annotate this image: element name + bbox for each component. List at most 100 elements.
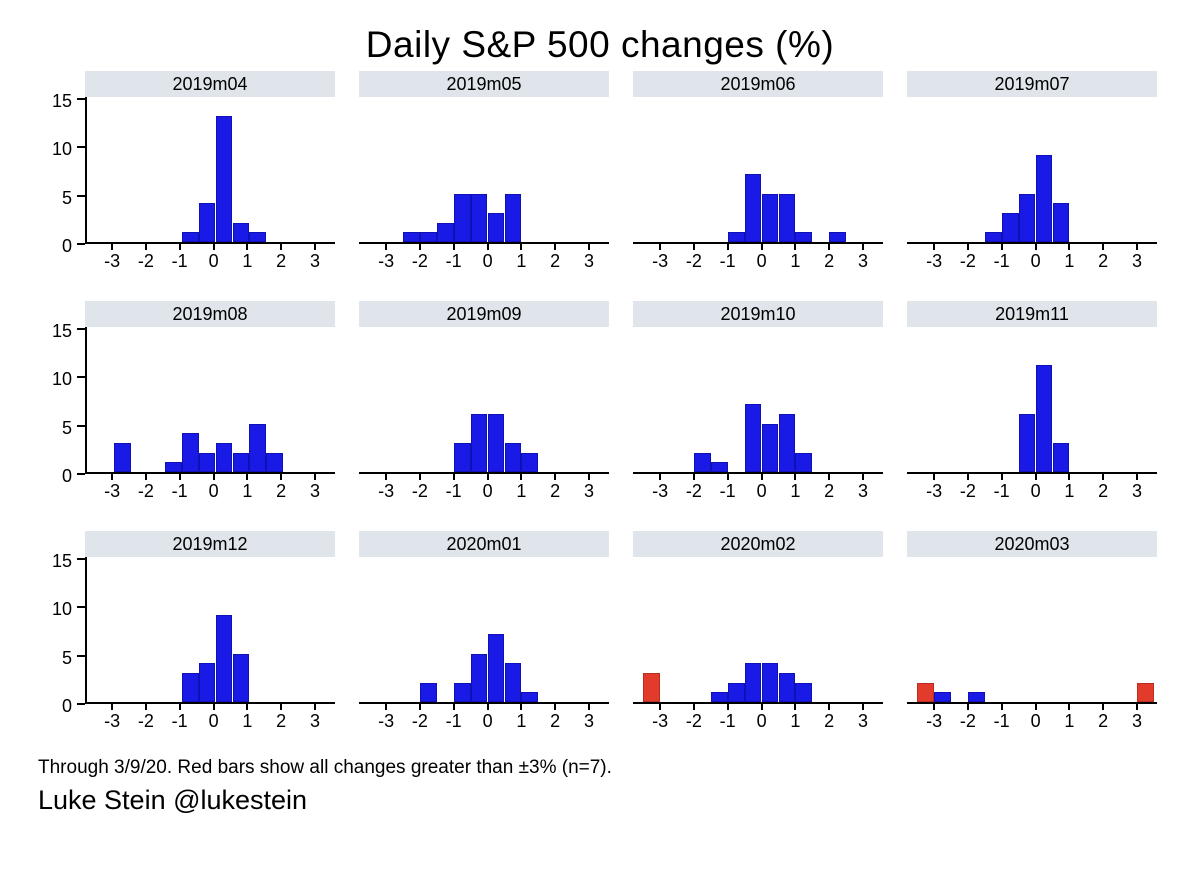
x-tick-label: 2 <box>550 251 561 271</box>
x-tick-label: 0 <box>208 481 219 501</box>
x-tick-label: -2 <box>137 711 154 731</box>
panel-2019m11: 2019m11 -3 -2 -1 0 1 2 3 <box>907 301 1157 506</box>
x-tick-label: -2 <box>959 711 976 731</box>
x-tick-label: 2 <box>1098 481 1109 501</box>
x-tick <box>385 474 388 480</box>
panel-2019m08: 2019m08 -3 -2 -1 0 1 2 3 <box>85 301 335 506</box>
panel-plot <box>633 557 883 704</box>
histogram-bar <box>504 663 522 702</box>
x-tick <box>794 704 797 710</box>
x-tick <box>726 704 729 710</box>
x-tick <box>111 474 114 480</box>
x-tick <box>418 474 421 480</box>
x-tick-label: 0 <box>1030 711 1041 731</box>
x-tick-label: -3 <box>104 481 121 501</box>
panel-plot <box>85 327 335 474</box>
panel-title: 2019m06 <box>633 71 883 97</box>
x-tick-label: 3 <box>583 251 594 271</box>
histogram-bar <box>744 404 762 472</box>
x-tick <box>452 474 455 480</box>
histogram-bar <box>521 692 539 702</box>
x-tick-label: -3 <box>926 711 943 731</box>
histogram-bar <box>453 442 471 472</box>
histogram-bar <box>164 462 182 472</box>
y-tick <box>77 424 85 427</box>
x-tick-label: 0 <box>208 711 219 731</box>
histogram-bar <box>744 174 762 242</box>
x-tick-label: 1 <box>516 251 527 271</box>
x-tick <box>760 474 763 480</box>
x-tick-label: -1 <box>993 481 1010 501</box>
x-tick <box>554 474 557 480</box>
y-tick <box>77 557 85 560</box>
histogram-bar <box>1052 203 1070 242</box>
x-tick-label: 2 <box>276 481 287 501</box>
x-tick-label: 3 <box>857 711 868 731</box>
x-tick <box>178 474 181 480</box>
x-tick-label: 1 <box>242 251 253 271</box>
x-tick-label: -3 <box>652 481 669 501</box>
y-tick <box>77 146 85 148</box>
x-tick-label: -2 <box>411 251 428 271</box>
x-tick-label: 1 <box>790 711 801 731</box>
panel-row: 0 5 10 15 2019m04 -3 -2 -1 0 1 2 3 2019m05 -3 -2 -1 0 1 2 3… <box>33 71 1200 276</box>
y-tick <box>77 703 85 705</box>
x-tick <box>418 244 421 250</box>
x-tick-label: 2 <box>824 251 835 271</box>
x-tick <box>966 704 969 710</box>
y-tick-label: 15 <box>51 90 72 111</box>
histogram-bar <box>795 452 813 472</box>
y-axis-gutter: 0 5 10 15 <box>33 71 85 256</box>
x-tick <box>554 244 557 250</box>
x-tick <box>385 704 388 710</box>
panel-title: 2020m03 <box>907 531 1157 557</box>
x-tick-label: -1 <box>171 251 188 271</box>
x-tick-label: -1 <box>719 481 736 501</box>
x-tick <box>486 704 489 710</box>
histogram-bar <box>470 193 488 242</box>
histogram-bar <box>215 614 233 702</box>
x-tick <box>520 244 523 250</box>
x-tick <box>1000 244 1003 250</box>
histogram-bar <box>1018 413 1036 472</box>
x-tick <box>828 244 831 250</box>
x-tick <box>828 704 831 710</box>
x-tick <box>1136 474 1138 480</box>
x-tick-label: 0 <box>1030 251 1041 271</box>
histogram-bar <box>829 232 847 242</box>
histogram-bar <box>453 682 471 702</box>
panel-title: 2019m08 <box>85 301 335 327</box>
x-tick <box>1136 244 1138 250</box>
y-tick <box>77 376 85 378</box>
panel-title: 2019m10 <box>633 301 883 327</box>
x-tick-label: -1 <box>445 251 462 271</box>
x-tick-label: 3 <box>309 251 320 271</box>
x-tick-label: 0 <box>756 251 767 271</box>
x-tick <box>1136 704 1138 710</box>
panel-title: 2019m07 <box>907 71 1157 97</box>
panel-plot <box>907 97 1157 244</box>
x-tick-label: 2 <box>824 711 835 731</box>
x-tick <box>933 474 936 480</box>
footer: Through 3/9/20. Red bars show all change… <box>38 756 1200 817</box>
panel-2019m09: 2019m09 -3 -2 -1 0 1 2 3 <box>359 301 609 506</box>
x-tick-label: 2 <box>1098 251 1109 271</box>
x-tick-label: 3 <box>583 481 594 501</box>
histogram-bar <box>693 452 711 472</box>
histogram-bar <box>419 682 437 702</box>
y-tick-label: 0 <box>61 236 72 256</box>
x-tick-label: -2 <box>411 711 428 731</box>
histogram-bar <box>403 232 420 242</box>
panel-2019m07: 2019m07 -3 -2 -1 0 1 2 3 <box>907 71 1157 276</box>
x-tick-label: -2 <box>959 481 976 501</box>
histogram-bar <box>198 452 216 472</box>
x-tick <box>246 244 249 250</box>
x-tick-label: 2 <box>550 481 561 501</box>
histogram-bar <box>453 193 471 242</box>
histogram-bar <box>504 193 522 242</box>
y-tick-label: 10 <box>51 599 72 619</box>
x-tick-label: -2 <box>685 711 702 731</box>
histogram-bar <box>1137 682 1154 702</box>
x-tick <box>314 474 316 480</box>
x-tick-label: -3 <box>652 251 669 271</box>
